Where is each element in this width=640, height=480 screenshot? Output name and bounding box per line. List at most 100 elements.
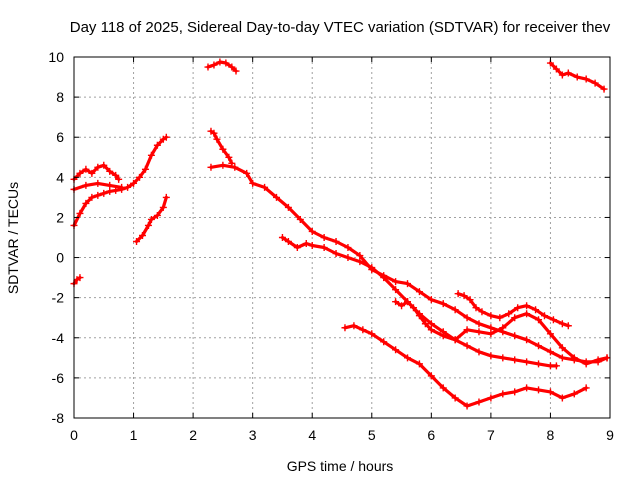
data-point xyxy=(94,163,102,171)
data-point xyxy=(511,356,519,364)
data-point xyxy=(153,211,161,219)
data-point xyxy=(415,312,423,320)
data-point xyxy=(261,183,269,191)
data-point xyxy=(112,171,120,179)
data-point xyxy=(404,280,412,288)
data-point xyxy=(213,135,221,143)
data-point xyxy=(232,67,240,75)
y-tick-label: 0 xyxy=(56,250,64,266)
data-point xyxy=(153,141,161,149)
data-point xyxy=(594,356,602,364)
y-axis-label: SDTVAR / TECUs xyxy=(5,182,21,294)
data-point xyxy=(249,179,257,187)
data-point xyxy=(398,302,406,310)
series-s7 xyxy=(207,127,236,167)
data-point xyxy=(392,298,400,306)
data-point xyxy=(439,332,447,340)
y-tick-label: 10 xyxy=(48,49,64,65)
data-point xyxy=(472,304,480,312)
data-point xyxy=(546,388,554,396)
data-point xyxy=(356,258,364,266)
data-point xyxy=(558,71,566,79)
data-point xyxy=(499,354,507,362)
data-point xyxy=(475,398,483,406)
y-tick-label: -8 xyxy=(52,410,65,426)
series-line xyxy=(394,300,609,366)
data-point xyxy=(100,189,108,197)
data-point xyxy=(427,296,435,304)
data-point xyxy=(427,372,435,380)
x-tick-label: 6 xyxy=(427,427,435,443)
data-point xyxy=(499,324,507,332)
data-point xyxy=(368,330,376,338)
data-point xyxy=(439,300,447,308)
data-point xyxy=(231,163,239,171)
data-point xyxy=(415,288,423,296)
data-point xyxy=(466,296,474,304)
data-point xyxy=(144,221,152,229)
x-tick-label: 0 xyxy=(70,427,78,443)
data-point xyxy=(88,193,96,201)
data-point xyxy=(392,278,400,286)
data-point xyxy=(535,386,543,394)
data-point xyxy=(558,394,566,402)
data-point xyxy=(535,316,543,324)
data-point xyxy=(392,346,400,354)
data-point xyxy=(564,69,572,77)
data-point xyxy=(454,290,462,298)
data-point xyxy=(76,169,84,177)
y-tick-label: 4 xyxy=(56,169,64,185)
data-point xyxy=(499,390,507,398)
data-point xyxy=(487,312,495,320)
x-tick-label: 9 xyxy=(606,427,614,443)
data-point xyxy=(284,238,292,246)
data-point xyxy=(427,320,435,328)
data-point xyxy=(130,179,138,187)
series-s8 xyxy=(207,161,611,366)
data-point xyxy=(133,238,141,246)
data-point xyxy=(523,336,531,344)
data-point xyxy=(591,79,599,87)
data-point xyxy=(222,59,230,67)
data-point xyxy=(136,173,144,181)
series-line xyxy=(343,324,588,408)
data-point xyxy=(94,179,102,187)
data-point xyxy=(546,348,554,356)
data-point xyxy=(112,186,120,194)
data-point xyxy=(487,324,495,332)
data-point xyxy=(505,310,513,318)
data-point xyxy=(82,181,90,189)
data-point xyxy=(603,354,611,362)
data-point xyxy=(162,133,170,141)
data-point xyxy=(573,73,581,81)
data-point xyxy=(421,320,429,328)
data-point xyxy=(368,264,376,272)
data-point xyxy=(552,65,560,73)
x-tick-label: 7 xyxy=(487,427,495,443)
data-point xyxy=(82,165,90,173)
data-point xyxy=(546,362,554,370)
data-series xyxy=(70,58,611,410)
data-point xyxy=(511,388,519,396)
data-point xyxy=(475,320,483,328)
data-point xyxy=(535,360,543,368)
data-point xyxy=(600,85,608,93)
data-point xyxy=(380,274,388,282)
data-point xyxy=(228,63,236,71)
data-point xyxy=(487,394,495,402)
y-tick-label: 6 xyxy=(56,129,64,145)
data-point xyxy=(219,161,227,169)
data-point xyxy=(463,314,471,322)
data-point xyxy=(496,314,504,322)
data-point xyxy=(141,165,149,173)
data-point xyxy=(380,338,388,346)
x-tick-label: 8 xyxy=(547,427,555,443)
data-point xyxy=(341,324,349,332)
data-point xyxy=(463,402,471,410)
data-point xyxy=(558,344,566,352)
data-point xyxy=(207,163,215,171)
data-point xyxy=(463,326,471,334)
y-tick-label: 8 xyxy=(56,89,64,105)
data-point xyxy=(332,238,340,246)
